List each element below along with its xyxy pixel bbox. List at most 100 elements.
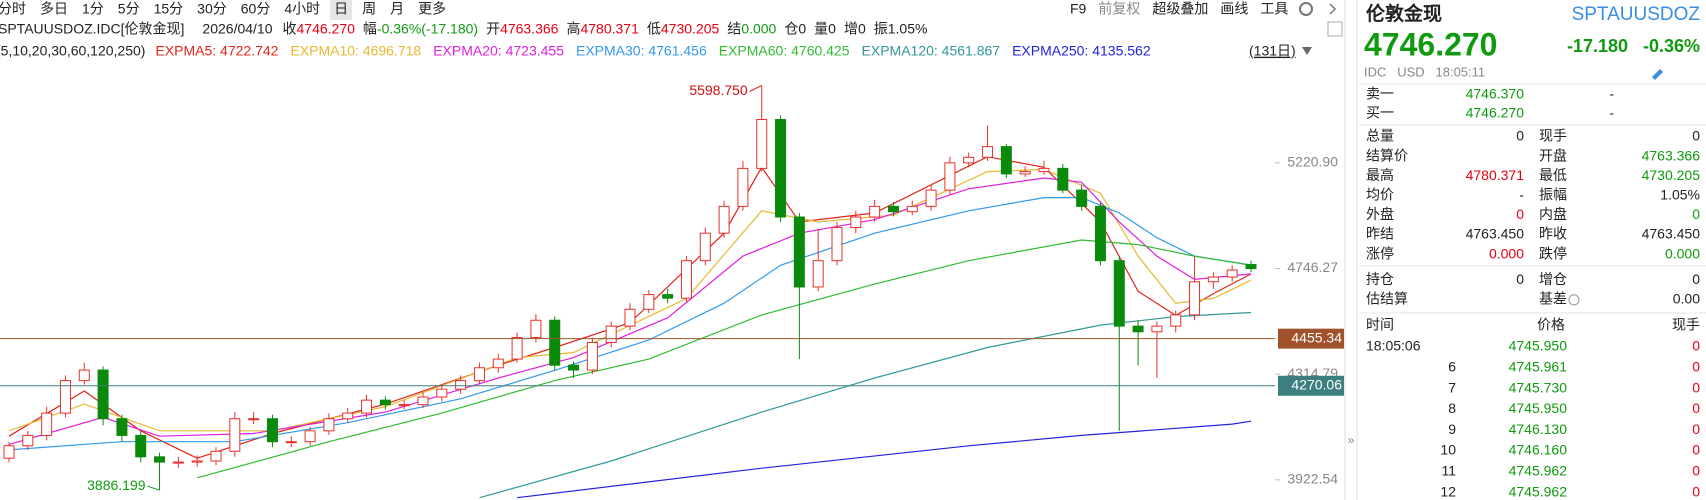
candle-body — [906, 205, 918, 213]
extreme-label: 5598.750 — [689, 82, 748, 98]
candle-body — [982, 146, 994, 158]
window-icon[interactable] — [1327, 21, 1343, 37]
candle-body — [1132, 325, 1144, 333]
price-line-label: 4270.06 — [1291, 376, 1342, 392]
info-icon[interactable] — [1568, 294, 1580, 306]
period-tab[interactable]: 60分 — [241, 1, 271, 17]
candle-body — [662, 294, 674, 299]
expand-icon[interactable]: » — [1348, 433, 1355, 447]
stat-value: 4763.450 — [1642, 226, 1701, 242]
candle-body — [1038, 167, 1050, 173]
period-count[interactable]: (131日) — [1249, 43, 1296, 59]
period-tab[interactable]: 15分 — [154, 1, 184, 17]
percent-change: -0.36% — [1643, 36, 1700, 56]
candle-body — [210, 450, 222, 462]
trade-time: 8 — [1448, 400, 1456, 416]
y-tick-label: 4746.27 — [1287, 259, 1338, 275]
field-label: 结 — [727, 21, 741, 37]
symbol: SPTAUUSDOZ.IDC[伦敦金现] — [0, 21, 184, 37]
candle-body — [285, 441, 297, 444]
candle-body — [116, 418, 128, 436]
trade-time: 6 — [1448, 359, 1456, 375]
price-line-tag — [1278, 328, 1344, 349]
chart: 3922.544314.794746.275220.904455.344270.… — [0, 82, 1344, 499]
trade-volume: 0 — [1692, 483, 1700, 499]
field-value: 4780.371 — [580, 21, 639, 37]
stat-value: 0 — [1516, 271, 1524, 287]
candle-body — [586, 341, 598, 371]
trade-header: 现手 — [1672, 317, 1700, 333]
book-label: 买一 — [1366, 105, 1394, 121]
tool-button[interactable]: 超级叠加 — [1152, 1, 1208, 17]
candle-body — [135, 434, 147, 458]
last-price: 4746.270 — [1364, 26, 1497, 62]
settings-icon[interactable] — [1299, 2, 1313, 16]
moving-average — [479, 311, 1252, 499]
candle-body — [1019, 171, 1031, 175]
field-value: 4746.270 — [297, 21, 356, 37]
candle-body — [624, 308, 636, 327]
period-tab[interactable]: 更多 — [418, 1, 446, 17]
candle-body — [549, 319, 561, 366]
period-tab[interactable]: 多日 — [40, 1, 68, 17]
period-tab[interactable]: 5分 — [118, 1, 140, 17]
trade-header: 时间 — [1366, 317, 1394, 333]
tool-button[interactable]: F9 — [1070, 1, 1087, 17]
stat-value: 0.000 — [1665, 245, 1700, 261]
candle-body — [398, 404, 410, 407]
period-tab[interactable]: 30分 — [197, 1, 227, 17]
next-icon[interactable] — [1329, 3, 1337, 15]
field-value: -0.36%(-17.180) — [377, 21, 478, 37]
period-tab[interactable]: 日 — [334, 1, 348, 17]
tool-button[interactable]: 前复权 — [1098, 1, 1140, 17]
tool-button[interactable]: 画线 — [1220, 1, 1248, 17]
legend-entry: EXPMA60: 4760.425 — [719, 43, 850, 59]
candle-body — [530, 319, 542, 339]
legend-entry: EXPMA120: 4561.867 — [862, 43, 1001, 59]
moving-average — [8, 168, 1252, 432]
period-tab[interactable]: 1分 — [82, 1, 104, 17]
stat-label: 均价 — [1366, 187, 1394, 203]
candle-body — [229, 418, 241, 452]
stat-value: 0 — [1516, 128, 1524, 144]
candle-body — [1000, 146, 1012, 175]
candle-body — [22, 434, 34, 447]
field-label: 开 — [486, 21, 500, 37]
field-label: 增 — [844, 21, 858, 37]
candle-body — [361, 399, 373, 414]
field-value: 0.000 — [741, 21, 776, 37]
period-tab[interactable]: 4小时 — [284, 1, 320, 17]
field-value: 0 — [798, 21, 806, 37]
period-tab[interactable]: 周 — [362, 1, 376, 17]
trade-time: 11 — [1441, 463, 1456, 479]
period-tab[interactable]: 分时 — [0, 1, 26, 17]
quote-meta: IDC USD 18:05:11 — [1364, 64, 1485, 79]
candle-body — [172, 461, 184, 464]
stat-label: 昨收 — [1539, 226, 1567, 242]
candle-body — [304, 430, 316, 443]
candle-body — [436, 388, 448, 398]
edit-icon[interactable] — [1652, 69, 1663, 80]
stat-label: 昨结 — [1366, 226, 1394, 242]
field-label: 低 — [647, 21, 661, 37]
candle-body — [1207, 276, 1219, 283]
stat-label: 最高 — [1366, 167, 1394, 183]
price-change: -17.180 — [1567, 36, 1628, 56]
trade-price: 4746.160 — [1509, 442, 1568, 458]
stat-label: 外盘 — [1366, 206, 1394, 222]
tool-button[interactable]: 工具 — [1260, 1, 1288, 17]
book-volume: - — [1609, 105, 1614, 121]
candle-body — [323, 418, 335, 432]
book-price: 4746.270 — [1466, 105, 1525, 121]
trade-time: 18:05:06 — [1366, 338, 1421, 354]
candle-body — [97, 369, 109, 420]
candle-body — [1151, 325, 1163, 333]
candle-body — [1226, 269, 1238, 278]
period-tab[interactable]: 月 — [390, 1, 404, 17]
stat-label: 跌停 — [1539, 245, 1567, 261]
field-label: 高 — [566, 21, 580, 37]
dropdown-icon[interactable] — [1302, 47, 1312, 55]
field-label: 振 — [874, 21, 888, 37]
candle-body — [473, 367, 485, 382]
candle-body — [154, 456, 166, 463]
